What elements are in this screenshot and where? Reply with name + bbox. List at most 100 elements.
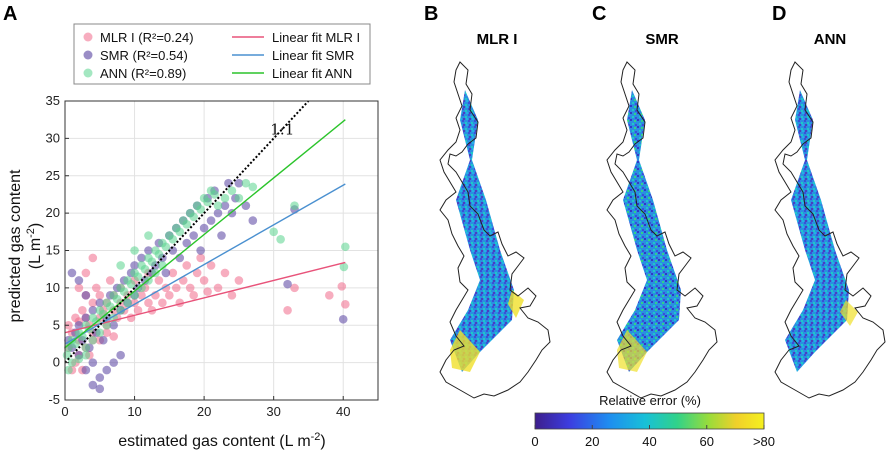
data-point-smr	[220, 201, 230, 210]
data-point-ann	[189, 212, 198, 222]
data-point-ann	[213, 201, 223, 210]
legend-label-fit-smr: Linear fit SMR	[272, 48, 354, 63]
data-point-ann	[341, 242, 350, 252]
map-panel-d: D ANN	[772, 3, 886, 399]
fit-line-smr	[64, 183, 346, 345]
data-point-smr	[137, 253, 146, 263]
data-point-mlr	[227, 291, 237, 300]
panel-letter-b: B	[424, 3, 438, 25]
data-point-mlr	[137, 291, 146, 300]
data-point-mlr	[325, 291, 334, 300]
data-point-smr	[182, 238, 192, 248]
data-point-smr	[206, 216, 216, 225]
y-tick-label: 15	[46, 243, 60, 258]
error-map-b	[450, 90, 514, 372]
data-point-ann	[276, 234, 285, 244]
data-point-smr	[88, 380, 98, 390]
data-point-smr	[241, 201, 251, 210]
data-point-smr	[196, 246, 205, 255]
data-point-ann	[161, 242, 171, 252]
data-point-mlr	[92, 283, 101, 293]
data-point-mlr	[109, 332, 118, 341]
data-point-mlr	[290, 283, 299, 293]
colorbar: Relative error (%) 0 20 40 60 >80	[531, 393, 775, 449]
data-point-ann	[210, 190, 219, 199]
data-point-mlr	[341, 300, 350, 309]
data-point-mlr	[283, 306, 292, 315]
data-point-smr	[248, 216, 258, 225]
y-axis-label: predicted gas content (L m-2)	[7, 169, 44, 323]
data-point-smr	[67, 268, 77, 278]
data-point-smr	[95, 384, 105, 394]
data-point-ann	[74, 354, 84, 364]
data-point-ann	[234, 193, 244, 203]
error-patch-b2	[508, 290, 524, 318]
y-tick-label: 0	[53, 355, 60, 370]
data-point-smr	[161, 268, 171, 278]
svg-text:(L m-2): (L m-2)	[25, 223, 44, 270]
error-patch-c1	[617, 330, 647, 372]
error-patch-b1	[450, 330, 480, 372]
y-tick-label: 20	[46, 205, 60, 220]
error-map-d	[785, 90, 849, 372]
one-to-one-label: 1:1	[270, 121, 294, 139]
x-tick-label: 0	[61, 404, 68, 419]
data-point-ann	[64, 343, 73, 352]
data-point-ann	[81, 343, 91, 352]
data-point-ann	[78, 332, 87, 341]
panel-letter-d: D	[772, 3, 786, 25]
data-point-ann	[98, 309, 108, 319]
colorbar-tick-label: 20	[585, 434, 599, 449]
data-point-smr	[116, 350, 125, 360]
x-tick-label: 20	[197, 404, 211, 419]
error-map-c	[617, 90, 681, 372]
error-patch-d1	[840, 300, 858, 326]
data-point-mlr	[213, 283, 223, 293]
data-point-smr	[168, 246, 178, 255]
map-title-c: SMR	[645, 31, 679, 48]
data-point-ann	[147, 257, 157, 267]
legend-marker-mlr	[83, 32, 93, 42]
data-point-ann	[123, 298, 132, 308]
data-point-ann	[112, 294, 122, 304]
data-point-mlr	[95, 291, 105, 300]
svg-text:predicted gas content: predicted gas content	[7, 169, 24, 323]
x-axis-label: estimated gas content (L m-2)	[118, 431, 326, 450]
legend-marker-ann	[83, 68, 93, 78]
data-point-mlr	[74, 283, 84, 293]
data-point-ann	[133, 272, 143, 281]
y-tick-label: 5	[53, 317, 60, 332]
data-point-ann	[116, 306, 125, 315]
data-point-ann	[168, 234, 178, 244]
fit-line-mlr	[64, 261, 346, 334]
data-point-ann	[227, 186, 237, 195]
data-point-smr	[130, 261, 139, 270]
colorbar-tick-label: 0	[531, 434, 538, 449]
data-point-ann	[119, 287, 129, 296]
data-point-mlr	[165, 291, 174, 300]
data-point-mlr	[105, 276, 115, 285]
data-point-smr	[74, 276, 84, 285]
data-point-smr	[88, 306, 98, 315]
data-point-mlr	[203, 287, 212, 296]
map-panel-b: B MLR I	[424, 3, 551, 399]
data-point-smr	[338, 314, 348, 324]
data-point-mlr	[144, 298, 153, 308]
data-point-smr	[81, 291, 91, 300]
data-point-smr	[102, 365, 112, 375]
colorbar-tick-label: 40	[642, 434, 656, 449]
panel-letter-c: C	[592, 3, 606, 25]
data-point-mlr	[199, 276, 209, 285]
data-point-mlr	[220, 268, 230, 278]
data-point-mlr	[206, 261, 216, 270]
map-title-b: MLR I	[477, 31, 518, 48]
legend-label-ann: ANN (R²=0.89)	[100, 66, 186, 81]
data-point-ann	[203, 197, 212, 207]
colorbar-tick-label: >80	[753, 434, 775, 449]
data-point-mlr	[78, 306, 87, 315]
data-point-smr	[81, 365, 91, 375]
data-point-ann	[130, 246, 139, 255]
legend: MLR I (R²=0.24) SMR (R²=0.54) ANN (R²=0.…	[73, 23, 371, 85]
